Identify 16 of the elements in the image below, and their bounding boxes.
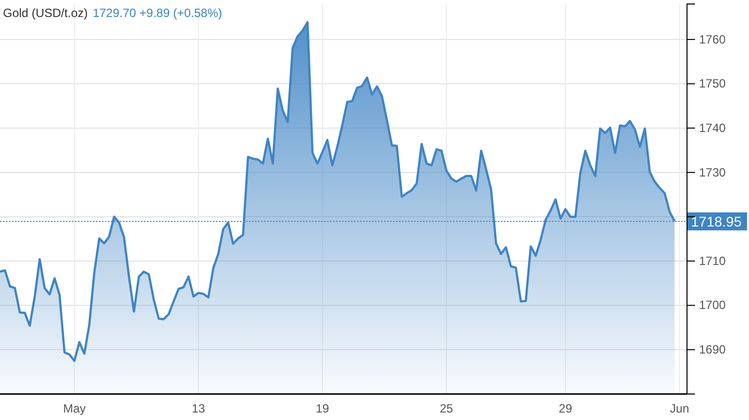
y-tick-label: 1710 <box>699 254 726 268</box>
ref-line-label: 1718.95 <box>691 213 742 230</box>
chart-subtitle: 1729.70 +9.89 (+0.58%) <box>92 6 222 20</box>
x-tick-label: May <box>63 402 86 416</box>
y-tick-label: 1730 <box>699 165 726 180</box>
x-tick-label: 19 <box>316 402 330 416</box>
y-tick-label: 1690 <box>699 342 726 357</box>
y-tick-label: 1740 <box>699 120 726 135</box>
y-tick-label: 1760 <box>699 32 726 46</box>
y-tick-label: 1750 <box>699 76 726 91</box>
y-tick-label: 1700 <box>699 298 726 312</box>
chart-title: Gold (USD/t.oz) <box>3 6 88 20</box>
x-tick-label: 29 <box>558 402 572 416</box>
x-tick-label: 13 <box>192 402 206 416</box>
x-tick-label: Jun <box>670 402 690 416</box>
x-tick-label: 25 <box>440 402 454 416</box>
